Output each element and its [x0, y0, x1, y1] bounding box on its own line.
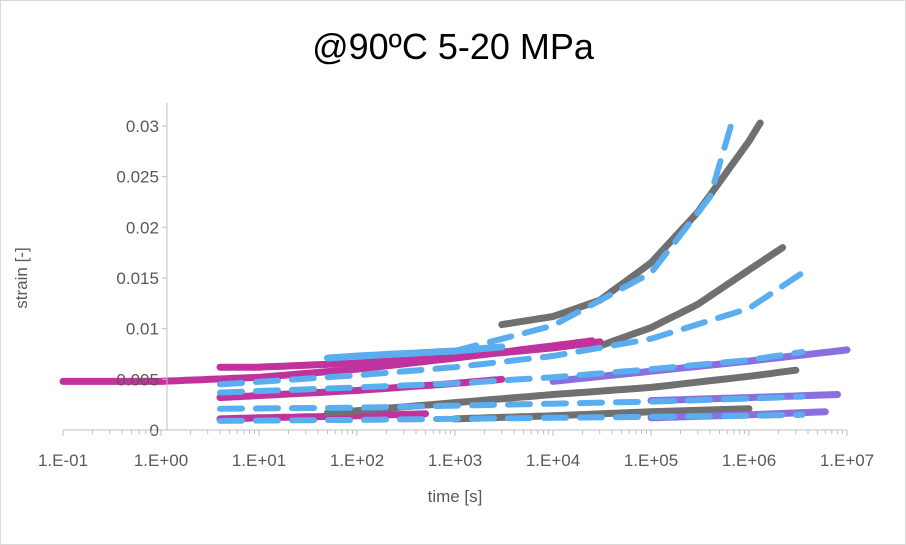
measured-curve-series-0	[498, 119, 764, 329]
x-tick-label: 1.E+07	[820, 451, 874, 470]
measured-curve-series-7	[451, 405, 753, 423]
axes-layer: 0 0.005 0.01 0.015 0.02 0.025 0.03 1.E-01 1.E+00…	[38, 103, 874, 470]
x-tick-label: 1.E+05	[624, 451, 678, 470]
measured-curve-series-5	[216, 410, 429, 423]
y-tick-label: 0.025	[116, 168, 159, 187]
y-tick-label: 0.005	[116, 370, 159, 389]
x-tick-label: 1.E+04	[526, 451, 580, 470]
y-tick-label: 0.02	[126, 218, 159, 237]
y-tick-label: 0.03	[126, 117, 159, 136]
x-axis-label: time [s]	[428, 487, 483, 506]
chart-title: @90ºC 5-20 MPa	[312, 26, 594, 67]
y-tick-label: 0.015	[116, 269, 159, 288]
y-axis-label: strain [-]	[12, 247, 31, 308]
y-tick-label: 0.01	[126, 320, 159, 339]
x-tick-label: 1.E-01	[38, 451, 88, 470]
measured-curve-series-3	[216, 338, 604, 371]
measured-curve-series-9	[647, 391, 841, 405]
series-layer	[59, 112, 851, 424]
model-curve-series-12	[452, 112, 737, 354]
model-curve-series-15	[217, 393, 806, 412]
measured-curve-series-1	[596, 244, 787, 350]
x-tick-label: 1.E+02	[330, 451, 384, 470]
measured-curve-series-6	[324, 366, 800, 417]
measured-curve-series-11	[324, 343, 506, 362]
model-curve-series-16	[217, 411, 806, 424]
x-tick-label: 1.E+06	[722, 451, 776, 470]
y-tick-label: 0	[149, 421, 158, 440]
x-tick-label: 1.E+03	[428, 451, 482, 470]
model-curve-series-13	[217, 269, 806, 388]
x-tick-label: 1.E+01	[232, 451, 286, 470]
model-curve-series-14	[217, 349, 806, 396]
x-tick-label: 1.E+00	[134, 451, 188, 470]
